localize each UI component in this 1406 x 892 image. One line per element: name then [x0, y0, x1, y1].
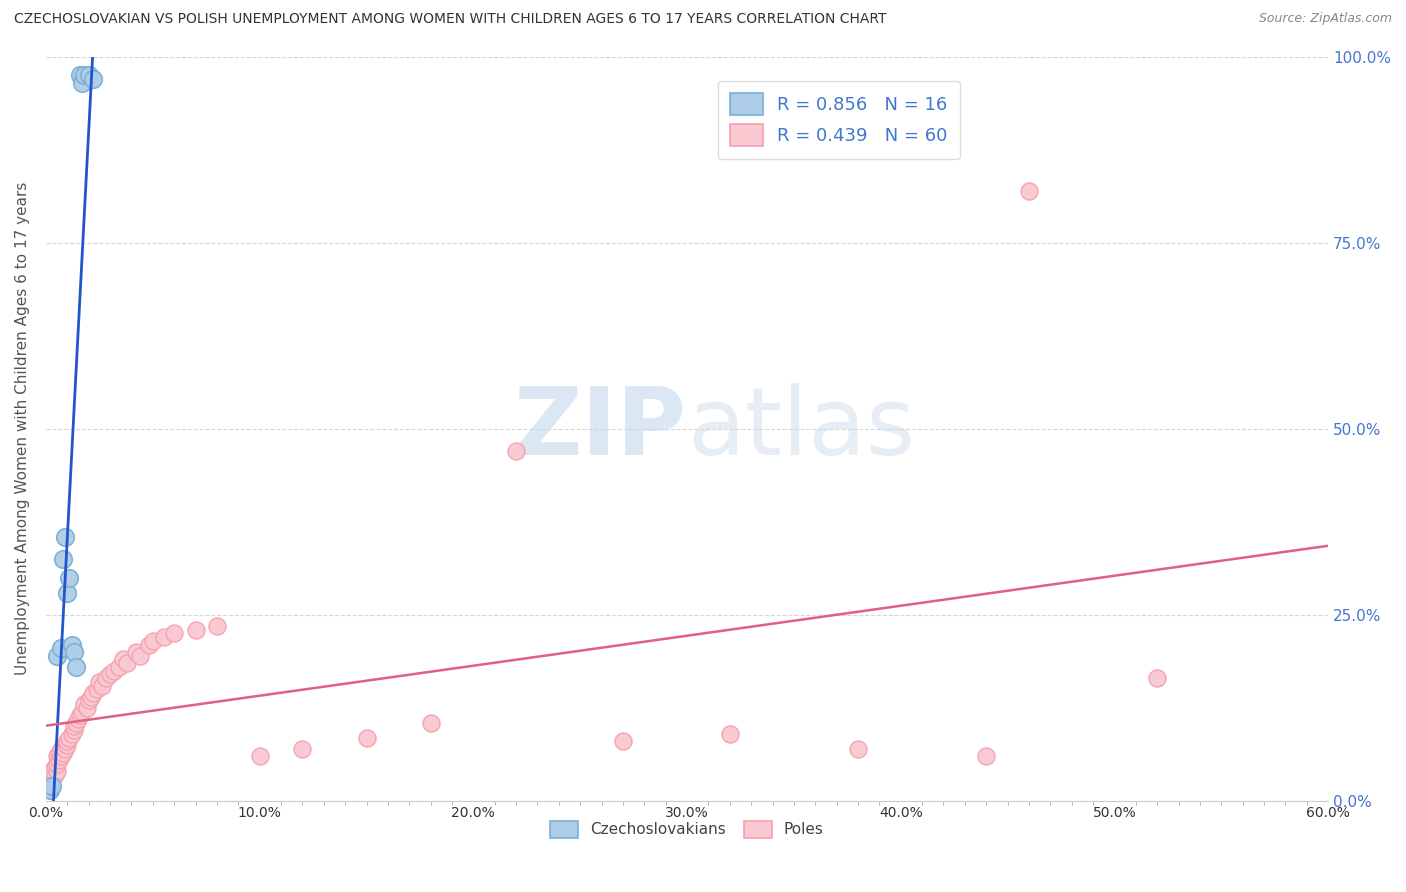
Point: [56, 734, 79, 748]
Text: ZIP: ZIP: [515, 383, 688, 475]
Point: [846, 741, 869, 756]
Point: [974, 749, 997, 764]
Point: [152, 630, 174, 644]
Point: [77, 68, 100, 82]
Point: [39, 782, 62, 797]
Point: [69, 708, 91, 723]
Point: [49, 741, 72, 756]
Point: [107, 660, 129, 674]
Point: [90, 679, 112, 693]
Point: [89, 674, 111, 689]
Point: [1146, 671, 1168, 685]
Point: [129, 648, 152, 663]
Point: [77, 693, 100, 707]
Point: [86, 682, 108, 697]
Point: [62, 723, 84, 738]
Point: [73, 68, 96, 82]
Text: Source: ZipAtlas.com: Source: ZipAtlas.com: [1258, 12, 1392, 25]
Point: [65, 715, 87, 730]
Point: [48, 746, 70, 760]
Point: [49, 641, 72, 656]
Point: [41, 779, 63, 793]
Point: [60, 727, 83, 741]
Point: [65, 660, 87, 674]
Point: [44, 760, 66, 774]
Point: [76, 701, 98, 715]
Point: [62, 719, 84, 733]
Point: [69, 68, 91, 82]
Point: [45, 648, 67, 663]
Point: [82, 72, 104, 87]
Point: [58, 571, 80, 585]
Point: [80, 690, 103, 704]
Point: [138, 638, 160, 652]
Point: [56, 585, 79, 599]
Point: [45, 764, 67, 778]
Point: [184, 623, 207, 637]
Point: [66, 712, 89, 726]
Point: [1018, 184, 1040, 198]
Point: [62, 645, 84, 659]
Legend: Czechoslovakians, Poles: Czechoslovakians, Poles: [543, 814, 831, 846]
Point: [356, 731, 378, 745]
Point: [58, 731, 80, 745]
Point: [73, 697, 96, 711]
Point: [45, 756, 67, 771]
Point: [505, 444, 527, 458]
Point: [205, 619, 228, 633]
Point: [53, 738, 76, 752]
Point: [94, 671, 117, 685]
Point: [44, 768, 66, 782]
Point: [39, 775, 62, 789]
Point: [52, 746, 75, 760]
Point: [52, 552, 75, 566]
Point: [45, 749, 67, 764]
Point: [291, 741, 314, 756]
Point: [53, 741, 76, 756]
Point: [49, 749, 72, 764]
Text: CZECHOSLOVAKIAN VS POLISH UNEMPLOYMENT AMONG WOMEN WITH CHILDREN AGES 6 TO 17 YE: CZECHOSLOVAKIAN VS POLISH UNEMPLOYMENT A…: [14, 12, 887, 26]
Point: [142, 633, 165, 648]
Point: [37, 772, 59, 786]
Point: [163, 626, 186, 640]
Point: [249, 749, 271, 764]
Point: [39, 768, 62, 782]
Point: [56, 738, 79, 752]
Point: [37, 779, 59, 793]
Text: atlas: atlas: [688, 383, 915, 475]
Point: [612, 734, 634, 748]
Y-axis label: Unemployment Among Women with Children Ages 6 to 17 years: Unemployment Among Women with Children A…: [15, 182, 30, 675]
Point: [103, 664, 125, 678]
Point: [41, 772, 63, 786]
Point: [53, 530, 76, 544]
Point: [41, 764, 63, 778]
Point: [98, 667, 121, 681]
Point: [72, 705, 94, 719]
Point: [82, 686, 104, 700]
Point: [72, 76, 94, 90]
Point: [48, 753, 70, 767]
Point: [111, 652, 134, 666]
Point: [419, 715, 441, 730]
Point: [115, 657, 138, 671]
Point: [60, 638, 83, 652]
Point: [125, 645, 148, 659]
Point: [718, 727, 741, 741]
